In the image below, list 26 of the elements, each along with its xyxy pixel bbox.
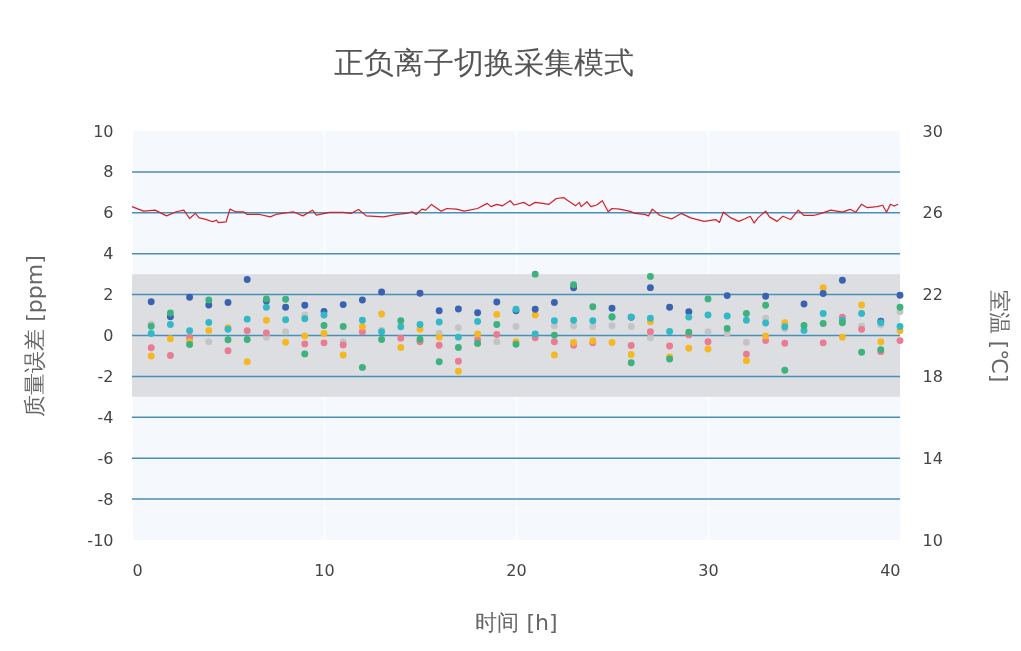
y2-tick-label: 26 xyxy=(922,203,943,223)
y-axis-title: 质量误差 [ppm] xyxy=(22,255,48,417)
y2-tick-label: 10 xyxy=(922,530,943,550)
y-tick-label: -2 xyxy=(97,366,114,386)
y-tick-label: 6 xyxy=(103,203,114,223)
y2-axis-title: 室温 [℃] xyxy=(986,289,1012,383)
y2-tick-label: 22 xyxy=(922,285,943,305)
x-axis-title: 时间 [h] xyxy=(475,609,558,635)
x-tick-label: 40 xyxy=(880,560,901,580)
x-tick-label: 20 xyxy=(506,560,527,580)
y2-tick-label: 14 xyxy=(922,448,943,468)
y-tick-label: -10 xyxy=(87,530,114,550)
x-tick-label: 30 xyxy=(698,560,719,580)
y2-tick-label: 30 xyxy=(922,121,943,141)
y-tick-label: -4 xyxy=(97,407,114,427)
y-tick-label: 8 xyxy=(103,162,114,182)
y-tick-label: -8 xyxy=(97,489,114,509)
y-tick-label: 10 xyxy=(93,121,114,141)
y-tick-label: 0 xyxy=(103,326,114,345)
y-tick-label: 4 xyxy=(103,244,114,264)
y-tick-label: 2 xyxy=(103,285,114,305)
y2-tick-label: 18 xyxy=(922,366,943,386)
chart-title: 正负离子切换采集模式 xyxy=(334,45,634,80)
x-tick-label: 0 xyxy=(132,560,143,580)
x-tick-label: 10 xyxy=(314,560,335,580)
y-tick-label: -6 xyxy=(97,448,114,468)
